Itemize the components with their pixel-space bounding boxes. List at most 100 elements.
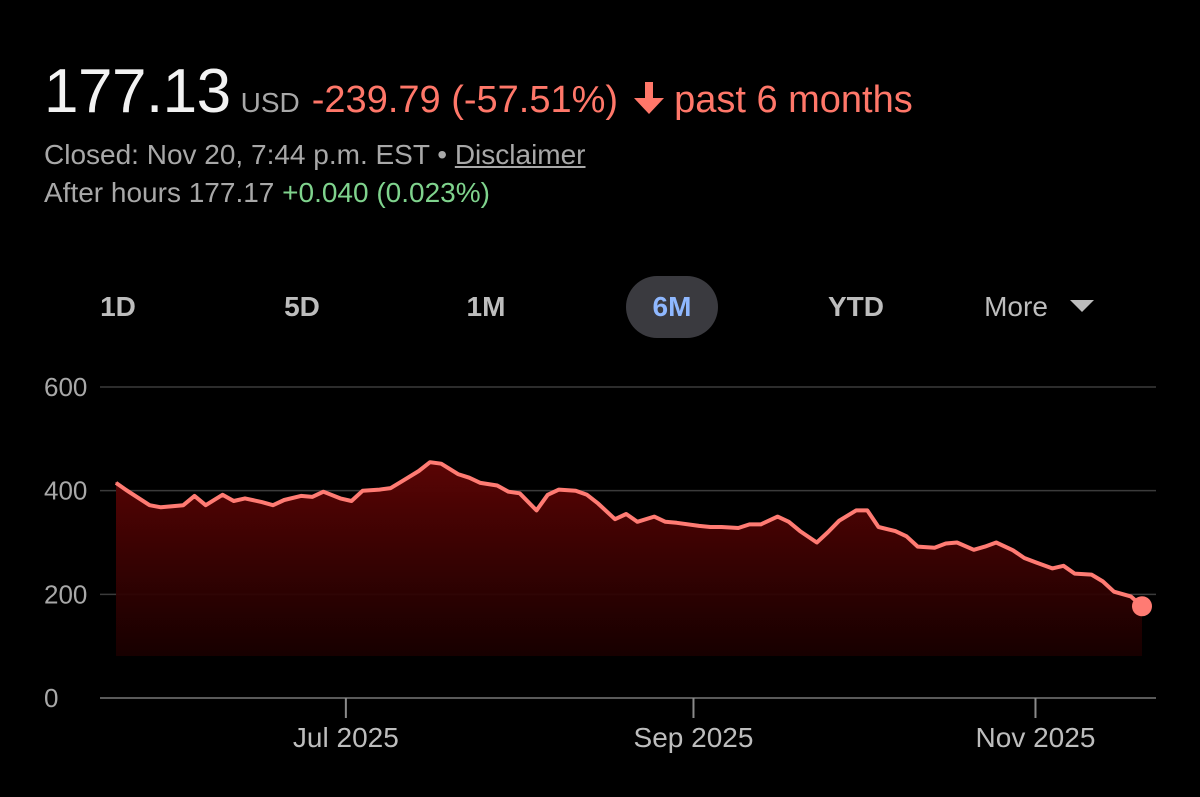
data-point	[777, 516, 779, 518]
data-point	[182, 504, 184, 506]
data-point	[934, 547, 936, 549]
data-point	[221, 494, 224, 496]
after-hours-price: After hours 177.17	[44, 177, 275, 208]
data-point	[205, 504, 207, 506]
disclaimer-link[interactable]: Disclaimer	[454, 139, 586, 170]
data-point	[1034, 561, 1037, 563]
price-area-fill	[116, 462, 1142, 656]
data-point	[261, 501, 263, 503]
x-tick-label: Jul 2025	[293, 722, 399, 753]
data-point	[788, 521, 790, 523]
data-point	[1012, 549, 1014, 551]
data-point	[519, 492, 521, 494]
price-line	[114, 460, 1144, 608]
range-1d[interactable]: 1D	[100, 291, 136, 322]
data-point	[597, 503, 599, 505]
data-point	[984, 546, 986, 548]
data-point	[748, 523, 751, 526]
data-point	[877, 526, 880, 528]
data-point	[468, 477, 470, 479]
data-point	[1051, 567, 1053, 570]
data-point	[1102, 580, 1104, 583]
data-point	[1074, 573, 1076, 575]
data-point	[1130, 595, 1132, 598]
data-point	[737, 527, 739, 529]
data-point	[625, 513, 627, 515]
data-point	[300, 495, 302, 497]
data-point	[283, 499, 285, 501]
data-point	[905, 535, 908, 537]
data-point	[586, 494, 588, 496]
quote-header: 177.13 USD -239.79 (-57.51%) past 6 mont…	[44, 56, 1164, 209]
after-hours-line: After hours 177.17 +0.040 (0.023%)	[44, 177, 1164, 209]
data-point	[799, 530, 801, 532]
data-point	[1090, 574, 1093, 576]
data-point	[378, 489, 381, 491]
closed-time: Closed: Nov 20, 7:44 p.m. EST	[44, 139, 430, 170]
data-point	[664, 521, 667, 523]
more-label: More	[984, 291, 1048, 322]
price-row: 177.13 USD -239.79 (-57.51%) past 6 mont…	[44, 56, 1164, 127]
data-point	[429, 461, 431, 463]
data-point	[973, 549, 975, 551]
data-point	[496, 484, 498, 487]
data-point	[193, 495, 196, 497]
data-point	[149, 504, 151, 506]
data-point	[827, 531, 829, 533]
range-ytd[interactable]: YTD	[828, 291, 884, 322]
data-point	[115, 482, 117, 484]
range-5d[interactable]: 5D	[284, 291, 320, 322]
more-dropdown[interactable]: More	[966, 276, 1112, 338]
data-point	[917, 546, 919, 548]
data-point	[440, 463, 442, 465]
data-point	[126, 490, 128, 492]
data-point	[558, 489, 560, 491]
data-point	[894, 530, 896, 532]
range-1m[interactable]: 1M	[466, 291, 506, 322]
data-point	[956, 541, 958, 544]
data-point	[866, 509, 868, 511]
x-tick-label: Nov 2025	[976, 722, 1096, 753]
data-point	[1113, 591, 1115, 593]
data-point	[653, 516, 655, 518]
data-point	[311, 496, 313, 498]
current-price: 177.13	[44, 57, 231, 126]
data-point	[350, 500, 353, 502]
data-point	[547, 494, 549, 496]
data-point	[636, 521, 639, 523]
y-tick-label: 400	[44, 476, 87, 506]
data-point	[233, 500, 235, 502]
data-point	[479, 482, 481, 484]
data-point	[457, 473, 459, 475]
data-point	[322, 491, 324, 493]
arrow-down-icon	[632, 80, 666, 116]
y-tick-label: 200	[44, 579, 87, 609]
data-point	[575, 490, 577, 492]
range-selector: 1D 5D 1M 6M YTD More	[70, 276, 1130, 338]
data-point	[816, 541, 818, 544]
y-tick-label: 600	[44, 372, 87, 402]
x-tick-label: Sep 2025	[634, 722, 754, 753]
data-point	[160, 506, 162, 508]
separator-dot: •	[437, 139, 448, 170]
y-tick-label: 0	[44, 683, 58, 713]
period-label: past 6 months	[674, 79, 913, 121]
price-change: -239.79 (-57.51%)	[311, 79, 619, 121]
data-point	[244, 497, 246, 499]
data-point	[1062, 565, 1065, 567]
data-point	[676, 522, 678, 524]
data-point	[339, 497, 341, 499]
range-6m[interactable]: 6M	[626, 276, 718, 338]
data-point	[390, 487, 392, 489]
data-point	[401, 480, 403, 482]
data-point	[855, 509, 857, 511]
data-point	[614, 518, 616, 520]
data-point	[720, 526, 723, 528]
data-point	[418, 470, 420, 472]
data-point	[1023, 557, 1025, 559]
data-point	[760, 523, 762, 526]
data-point	[945, 542, 947, 545]
data-point	[838, 520, 840, 522]
data-point	[535, 509, 538, 511]
